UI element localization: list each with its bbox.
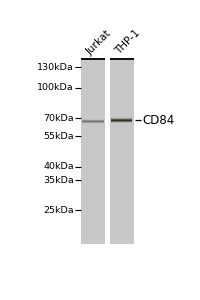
Text: 100kDa: 100kDa bbox=[37, 83, 73, 92]
Text: 35kDa: 35kDa bbox=[43, 176, 73, 185]
Bar bbox=[80, 58, 104, 244]
Text: 130kDa: 130kDa bbox=[37, 63, 73, 72]
Text: CD84: CD84 bbox=[142, 114, 174, 127]
Text: 70kDa: 70kDa bbox=[43, 113, 73, 122]
Text: THP-1: THP-1 bbox=[113, 28, 141, 57]
Text: 55kDa: 55kDa bbox=[43, 132, 73, 141]
Bar bbox=[109, 58, 133, 244]
Text: Jurkat: Jurkat bbox=[84, 28, 112, 57]
Text: 40kDa: 40kDa bbox=[43, 162, 73, 171]
Bar bbox=[80, 58, 104, 60]
Bar bbox=[109, 58, 133, 60]
Text: 25kDa: 25kDa bbox=[43, 206, 73, 215]
